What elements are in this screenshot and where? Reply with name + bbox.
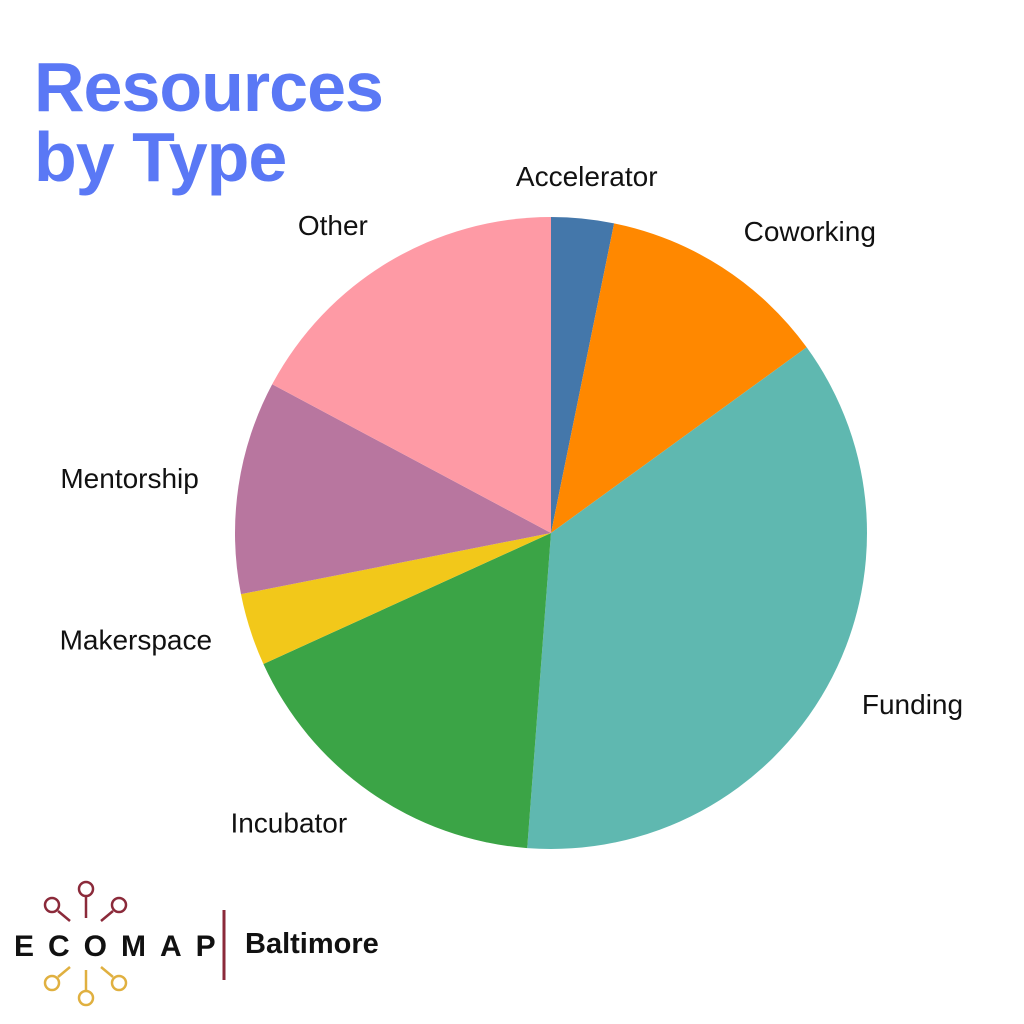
pie-slice — [551, 217, 615, 533]
pie-slice — [263, 533, 551, 849]
pie-slice — [240, 533, 551, 664]
slice-label: Incubator — [230, 807, 347, 838]
location: Baltimore — [245, 928, 379, 960]
slice-label: Other — [298, 210, 368, 241]
slice-label: Makerspace — [60, 624, 213, 655]
slice-label: Mentorship — [60, 463, 199, 494]
slice-label: Funding — [862, 689, 963, 720]
logo-icon — [43, 880, 226, 1007]
pie-slice — [527, 347, 867, 850]
pie-slice — [235, 384, 552, 595]
slice-label: Coworking — [744, 216, 876, 247]
slice-label: Accelerator — [516, 161, 658, 192]
pie-slice — [272, 217, 551, 533]
logo-text: ECOMAP — [14, 930, 230, 963]
pie-slice — [551, 223, 807, 534]
chart-title: Resources by Type — [34, 48, 384, 196]
